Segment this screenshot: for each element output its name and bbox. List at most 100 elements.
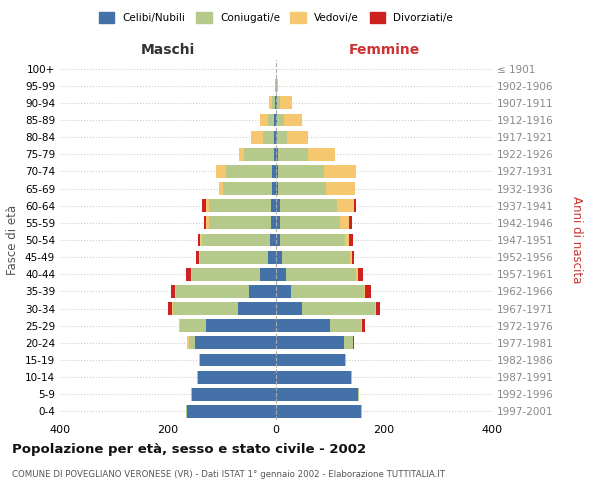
Bar — [202, 200, 206, 212]
Bar — [275, 96, 276, 110]
Bar — [340, 216, 349, 230]
Bar — [276, 182, 278, 195]
Bar — [354, 200, 356, 212]
Bar — [191, 388, 193, 400]
Bar — [280, 234, 345, 246]
Bar — [180, 320, 206, 332]
Bar — [291, 285, 364, 298]
Bar — [276, 388, 358, 400]
Bar — [362, 320, 365, 332]
Bar — [186, 268, 191, 280]
Bar — [277, 96, 280, 110]
Bar — [219, 182, 223, 195]
Bar — [353, 336, 354, 349]
Bar — [269, 96, 272, 110]
Bar — [260, 114, 268, 126]
Bar — [276, 200, 280, 212]
Bar — [171, 285, 175, 298]
Bar — [277, 114, 284, 126]
Bar — [308, 148, 335, 160]
Bar — [199, 354, 200, 366]
Text: Femmine: Femmine — [349, 44, 419, 58]
Bar — [358, 268, 364, 280]
Bar — [187, 405, 276, 418]
Text: Maschi: Maschi — [141, 44, 195, 58]
Bar — [271, 200, 276, 212]
Bar — [244, 148, 274, 160]
Y-axis label: Anni di nascita: Anni di nascita — [570, 196, 583, 284]
Bar — [226, 165, 272, 178]
Bar — [272, 165, 276, 178]
Bar — [271, 216, 276, 230]
Bar — [276, 320, 330, 332]
Bar — [337, 200, 354, 212]
Bar — [276, 354, 345, 366]
Bar — [276, 285, 291, 298]
Bar — [361, 320, 362, 332]
Bar — [375, 302, 376, 315]
Bar — [352, 250, 354, 264]
Bar — [364, 285, 365, 298]
Bar — [199, 250, 200, 264]
Bar — [268, 114, 274, 126]
Bar — [280, 200, 337, 212]
Bar — [263, 130, 274, 143]
Bar — [276, 148, 278, 160]
Bar — [280, 216, 340, 230]
Bar — [276, 234, 280, 246]
Bar — [200, 234, 202, 246]
Bar — [198, 234, 200, 246]
Bar — [200, 250, 268, 264]
Bar — [197, 370, 198, 384]
Bar — [216, 165, 226, 178]
Bar — [276, 302, 302, 315]
Bar — [200, 354, 276, 366]
Bar — [274, 130, 276, 143]
Bar — [324, 165, 356, 178]
Y-axis label: Fasce di età: Fasce di età — [7, 205, 19, 275]
Bar — [276, 130, 277, 143]
Bar — [193, 388, 276, 400]
Bar — [196, 250, 199, 264]
Bar — [349, 216, 352, 230]
Bar — [330, 320, 361, 332]
Bar — [223, 182, 272, 195]
Bar — [302, 302, 375, 315]
Bar — [206, 320, 276, 332]
Bar — [269, 234, 276, 246]
Bar — [277, 80, 278, 92]
Bar — [350, 370, 352, 384]
Bar — [276, 216, 280, 230]
Bar — [179, 320, 180, 332]
Bar — [356, 268, 358, 280]
Bar — [277, 130, 287, 143]
Bar — [326, 182, 355, 195]
Bar — [251, 130, 263, 143]
Bar — [365, 285, 371, 298]
Bar — [172, 302, 173, 315]
Bar — [361, 405, 362, 418]
Bar — [168, 302, 172, 315]
Bar — [268, 250, 276, 264]
Bar — [209, 200, 271, 212]
Bar — [345, 354, 346, 366]
Bar — [274, 114, 276, 126]
Bar — [203, 216, 206, 230]
Bar — [349, 234, 353, 246]
Bar — [206, 216, 209, 230]
Bar — [287, 130, 308, 143]
Bar — [198, 370, 276, 384]
Bar — [209, 216, 271, 230]
Bar — [278, 148, 308, 160]
Bar — [278, 165, 324, 178]
Bar — [249, 285, 276, 298]
Bar — [206, 200, 209, 212]
Bar — [286, 268, 356, 280]
Bar — [343, 336, 353, 349]
Legend: Celibi/Nubili, Coniugati/e, Vedovi/e, Divorziati/e: Celibi/Nubili, Coniugati/e, Vedovi/e, Di… — [95, 8, 457, 27]
Bar — [276, 165, 278, 178]
Bar — [350, 250, 352, 264]
Bar — [280, 96, 292, 110]
Bar — [276, 405, 361, 418]
Bar — [260, 268, 276, 280]
